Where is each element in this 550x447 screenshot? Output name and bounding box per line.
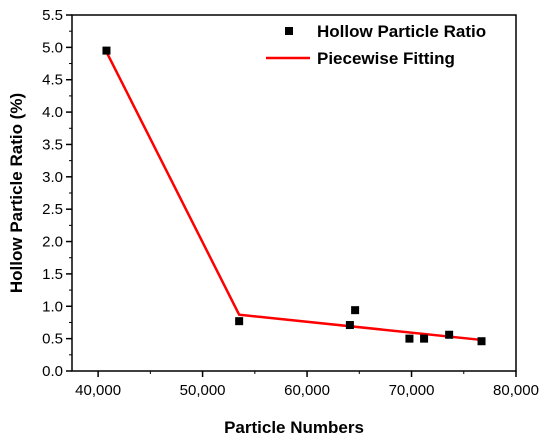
legend-label-piecewise-fitting: Piecewise Fitting [317, 49, 455, 68]
x-axis-title: Particle Numbers [224, 418, 364, 437]
data-point [477, 337, 486, 346]
y-tick-label: 0.5 [42, 331, 63, 348]
y-axis-title: Hollow Particle Ratio (%) [7, 93, 26, 293]
legend-marker-hollow-particle-ratio [285, 27, 293, 35]
y-tick-label: 2.5 [42, 201, 63, 218]
y-tick-label: 5.5 [42, 7, 63, 24]
y-tick-label: 5.0 [42, 39, 63, 56]
y-axis-ticks: 0.0 0.5 1.0 1.5 2.0 2.5 3.0 3.5 4.0 4.5 5.0 5.5 [42, 7, 72, 380]
plot-frame [71, 14, 517, 372]
legend: Hollow Particle Ratio Piecewise Fitting [266, 22, 486, 68]
data-point [345, 321, 354, 330]
x-axis-ticks: 40,000 50,000 60,000 70,000 80,000 [75, 371, 539, 399]
y-tick-label: 3.0 [42, 169, 63, 186]
series-line-piecewise-fitting [105, 51, 482, 342]
x-tick-label: 50,000 [180, 382, 226, 399]
y-tick-label: 3.5 [42, 136, 63, 153]
data-point [445, 330, 454, 339]
x-tick-label: 60,000 [284, 382, 330, 399]
x-tick-label: 80,000 [493, 382, 539, 399]
series-layer [102, 46, 486, 346]
y-tick-label: 4.5 [42, 72, 63, 89]
x-tick-label: 70,000 [389, 382, 435, 399]
legend-label-hollow-particle-ratio: Hollow Particle Ratio [317, 22, 486, 41]
y-tick-label: 2.0 [42, 234, 63, 251]
y-tick-label: 1.5 [42, 266, 63, 283]
data-point [235, 317, 244, 326]
y-tick-label: 4.0 [42, 104, 63, 121]
x-tick-label: 40,000 [75, 382, 121, 399]
data-point [405, 334, 414, 343]
data-point [102, 46, 111, 55]
data-point [420, 334, 429, 343]
data-point [351, 306, 360, 315]
y-tick-label: 1.0 [42, 298, 63, 315]
y-tick-label: 0.0 [42, 363, 63, 380]
